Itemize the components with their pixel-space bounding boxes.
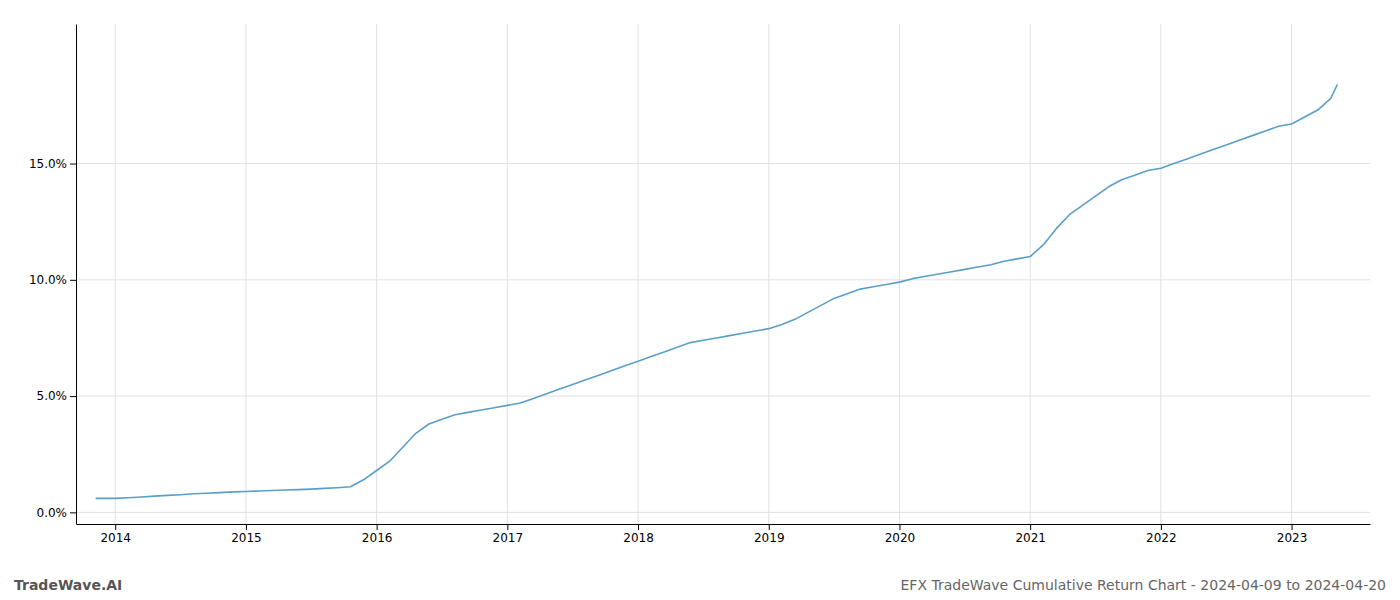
x-tick: 2023 bbox=[1277, 524, 1308, 545]
footer: TradeWave.AI EFX TradeWave Cumulative Ret… bbox=[14, 577, 1386, 593]
y-tick: 15.0% bbox=[29, 157, 76, 171]
y-tick: 5.0% bbox=[37, 389, 77, 403]
y-grid-line bbox=[76, 396, 1370, 397]
x-tick-label: 2020 bbox=[885, 531, 916, 545]
x-tick: 2015 bbox=[231, 524, 262, 545]
y-tick: 0.0% bbox=[37, 506, 77, 520]
title: EFX TradeWave Cumulative Return Chart - … bbox=[900, 577, 1386, 593]
x-grid-line bbox=[1030, 24, 1031, 524]
x-tick: 2014 bbox=[100, 524, 131, 545]
x-tick-mark bbox=[638, 524, 639, 530]
y-grid-line bbox=[76, 512, 1370, 513]
y-tick-label: 5.0% bbox=[37, 389, 68, 403]
grid bbox=[76, 24, 1370, 524]
x-grid-line bbox=[1291, 24, 1292, 524]
x-tick-mark bbox=[377, 524, 378, 530]
chart: 2014 2015 2016 2017 2018 2019 2020 2021 2022 2023… bbox=[0, 0, 1400, 600]
x-grid-line bbox=[1160, 24, 1161, 524]
y-tick-label: 0.0% bbox=[37, 506, 68, 520]
plot-area: 2014 2015 2016 2017 2018 2019 2020 2021 2022 2023… bbox=[29, 24, 1371, 545]
y-tick-mark bbox=[70, 396, 76, 397]
x-tick-label: 2018 bbox=[623, 531, 654, 545]
x-grid-line bbox=[245, 24, 246, 524]
x-grid-line bbox=[507, 24, 508, 524]
y-axis: 0.0% 5.0% 10.0% 15.0% bbox=[29, 25, 77, 525]
y-tick: 10.0% bbox=[29, 273, 76, 287]
x-tick-label: 2023 bbox=[1277, 531, 1308, 545]
y-tick-mark bbox=[70, 512, 76, 513]
x-tick-mark bbox=[115, 524, 116, 530]
x-axis: 2014 2015 2016 2017 2018 2019 2020 2021 2022 2023 bbox=[77, 524, 1371, 545]
x-tick-label: 2022 bbox=[1146, 531, 1177, 545]
x-tick-mark bbox=[1161, 524, 1162, 530]
y-tick-label: 10.0% bbox=[29, 273, 67, 287]
x-tick-mark bbox=[1030, 524, 1031, 530]
x-grid-line bbox=[376, 24, 377, 524]
x-axis-line bbox=[77, 524, 1371, 525]
y-grid-line bbox=[76, 279, 1370, 280]
x-grid-line bbox=[768, 24, 769, 524]
x-grid-line bbox=[638, 24, 639, 524]
x-tick-label: 2016 bbox=[362, 531, 393, 545]
y-axis-line bbox=[76, 25, 77, 525]
x-tick: 2021 bbox=[1015, 524, 1046, 545]
x-tick: 2019 bbox=[754, 524, 785, 545]
x-tick: 2016 bbox=[362, 524, 393, 545]
x-tick: 2022 bbox=[1146, 524, 1177, 545]
x-tick-label: 2014 bbox=[100, 531, 131, 545]
x-grid-line bbox=[899, 24, 900, 524]
x-grid-line bbox=[115, 24, 116, 524]
x-tick-mark bbox=[899, 524, 900, 530]
x-tick-label: 2017 bbox=[493, 531, 524, 545]
y-tick-mark bbox=[70, 280, 76, 281]
x-tick: 2020 bbox=[885, 524, 916, 545]
marks bbox=[96, 84, 1338, 498]
x-tick-label: 2019 bbox=[754, 531, 785, 545]
x-tick: 2017 bbox=[493, 524, 524, 545]
x-tick-mark bbox=[769, 524, 770, 530]
x-tick-label: 2015 bbox=[231, 531, 262, 545]
x-tick: 2018 bbox=[623, 524, 654, 545]
watermark: TradeWave.AI bbox=[14, 577, 122, 593]
line bbox=[96, 84, 1338, 498]
y-tick-label: 15.0% bbox=[29, 157, 67, 171]
x-tick-mark bbox=[1292, 524, 1293, 530]
x-tick-mark bbox=[507, 524, 508, 530]
x-tick-mark bbox=[246, 524, 247, 530]
y-tick-mark bbox=[70, 164, 76, 165]
x-tick-label: 2021 bbox=[1015, 531, 1046, 545]
